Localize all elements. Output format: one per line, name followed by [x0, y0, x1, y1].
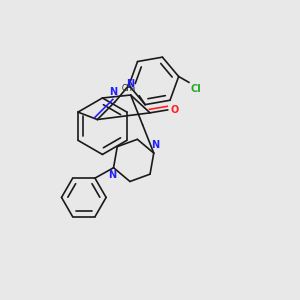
Text: N: N [127, 79, 135, 89]
Text: N: N [151, 140, 159, 149]
Text: Cl: Cl [190, 84, 201, 94]
Text: O: O [171, 105, 179, 115]
Text: CH₃: CH₃ [122, 84, 136, 93]
Text: N: N [108, 170, 116, 180]
Text: N: N [110, 87, 118, 97]
